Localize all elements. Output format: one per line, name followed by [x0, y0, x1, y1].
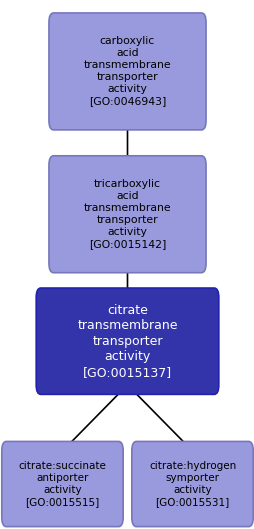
Text: citrate:hydrogen
symporter
activity
[GO:0015531]: citrate:hydrogen symporter activity [GO:… [148, 461, 235, 507]
FancyBboxPatch shape [36, 288, 218, 395]
FancyBboxPatch shape [49, 13, 205, 130]
Text: tricarboxylic
acid
transmembrane
transporter
activity
[GO:0015142]: tricarboxylic acid transmembrane transpo… [83, 179, 171, 249]
Text: citrate
transmembrane
transporter
activity
[GO:0015137]: citrate transmembrane transporter activi… [77, 304, 177, 379]
FancyBboxPatch shape [2, 441, 123, 526]
FancyBboxPatch shape [49, 156, 205, 273]
Text: citrate:succinate
antiporter
activity
[GO:0015515]: citrate:succinate antiporter activity [G… [19, 461, 106, 507]
Text: carboxylic
acid
transmembrane
transporter
activity
[GO:0046943]: carboxylic acid transmembrane transporte… [83, 37, 171, 106]
FancyBboxPatch shape [131, 441, 252, 526]
